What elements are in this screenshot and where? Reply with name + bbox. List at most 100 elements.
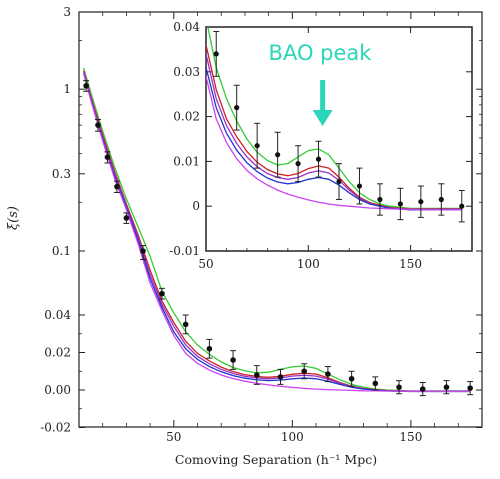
inset-y-tick-label: 0.04 — [173, 20, 200, 34]
inset-x-tick-label: 100 — [297, 257, 320, 271]
data-point — [123, 212, 130, 224]
data-point — [301, 363, 308, 380]
model-curves — [83, 67, 471, 393]
inset-frame — [205, 26, 473, 252]
inset-data-point — [458, 190, 465, 223]
inset-data-marker — [397, 201, 403, 207]
y-tick-label: 0.1 — [52, 244, 71, 258]
data-point — [277, 368, 284, 385]
data-marker — [277, 374, 284, 380]
main-plot-frame — [78, 11, 483, 428]
data-point — [140, 245, 147, 261]
model-curve — [83, 67, 471, 392]
y-tick-label: 0.00 — [44, 383, 71, 397]
y-tick-label: 0.3 — [52, 167, 71, 181]
inset-data-point — [438, 183, 445, 216]
y-tick-label: 3 — [63, 5, 71, 19]
data-point — [467, 381, 474, 396]
data-marker — [396, 384, 402, 390]
y-axis-label: ξ(s) — [6, 206, 21, 230]
data-point — [396, 380, 403, 395]
data-point — [443, 380, 450, 395]
data-point — [158, 287, 165, 300]
data-point — [372, 376, 379, 391]
inset-data-marker — [295, 161, 301, 167]
inset-data-marker — [275, 152, 281, 158]
data-marker — [182, 321, 189, 328]
data-marker — [253, 372, 260, 378]
inset-data-point — [376, 183, 383, 216]
data-point — [253, 365, 260, 385]
inset-data-marker — [356, 183, 363, 189]
model-curve — [83, 73, 471, 393]
inset-data-marker — [234, 105, 240, 111]
data-point — [182, 314, 189, 335]
data-point — [83, 80, 90, 92]
bao-arrow-head — [312, 110, 333, 126]
inset-data-marker — [213, 51, 219, 57]
inset-y-tick-label: 0.02 — [173, 110, 200, 124]
inset-data-point — [315, 140, 322, 178]
data-point — [206, 338, 213, 359]
x-tick-label: 50 — [166, 430, 181, 444]
inset-y-tick-label: -0.01 — [169, 244, 200, 258]
data-marker — [325, 371, 331, 377]
y-tick-label: 1 — [63, 82, 71, 96]
inset-model-curve — [206, 76, 462, 211]
inset-data-point — [254, 122, 261, 169]
data-marker — [348, 375, 355, 382]
inset-data-point — [417, 185, 424, 218]
inset-x-tick-label: 50 — [198, 257, 213, 271]
inset-model-curve — [206, 44, 462, 210]
data-point — [94, 118, 101, 132]
data-marker — [114, 183, 120, 190]
data-point — [104, 151, 111, 164]
inset-y-tick-label: 0.03 — [173, 65, 200, 79]
data-marker — [159, 290, 165, 297]
inset-x-tick-label: 150 — [399, 257, 422, 271]
inset-data-point — [397, 187, 404, 221]
inset-model-curve — [206, 67, 462, 211]
inset-data-point — [295, 145, 302, 183]
inset-data-marker — [438, 196, 444, 203]
x-tick-label: 100 — [281, 430, 304, 444]
model-curve — [83, 73, 471, 393]
data-marker — [443, 384, 450, 390]
inset-data-point — [336, 163, 342, 200]
data-marker — [83, 82, 89, 89]
inset-data-marker — [254, 143, 260, 149]
y-tick-label: 0.02 — [44, 346, 71, 360]
inset-data-point — [274, 131, 281, 178]
y-tick-label: 0.04 — [44, 308, 71, 322]
inset-data-point — [213, 30, 220, 77]
inset-model-curve — [207, 27, 462, 210]
inset-data-marker — [377, 196, 383, 203]
inset-y-tick-label: 0 — [192, 199, 200, 213]
data-marker — [230, 357, 236, 363]
data-marker — [140, 248, 146, 254]
data-point — [230, 350, 237, 370]
data-marker — [467, 385, 473, 391]
y-tick-label: -0.02 — [40, 421, 71, 435]
data-point — [324, 366, 331, 383]
inset-data-marker — [418, 199, 424, 205]
data-point — [113, 180, 120, 193]
inset-data-marker — [459, 203, 465, 209]
data-marker — [123, 215, 130, 221]
x-tick-label: 150 — [399, 430, 422, 444]
inset-data-point — [233, 84, 240, 131]
inset-y-tick-label: 0.01 — [173, 154, 200, 168]
bao-arrow — [312, 80, 333, 126]
data-marker — [104, 154, 111, 160]
data-marker — [206, 345, 213, 352]
data-point — [419, 382, 426, 397]
data-marker — [301, 368, 308, 375]
inset-data-point — [356, 167, 363, 205]
bao-peak-annotation: BAO peak — [269, 41, 373, 65]
data-point — [348, 370, 355, 387]
data-marker — [95, 122, 101, 128]
inset-model-curves — [206, 27, 462, 211]
inset-data-marker — [315, 156, 322, 162]
